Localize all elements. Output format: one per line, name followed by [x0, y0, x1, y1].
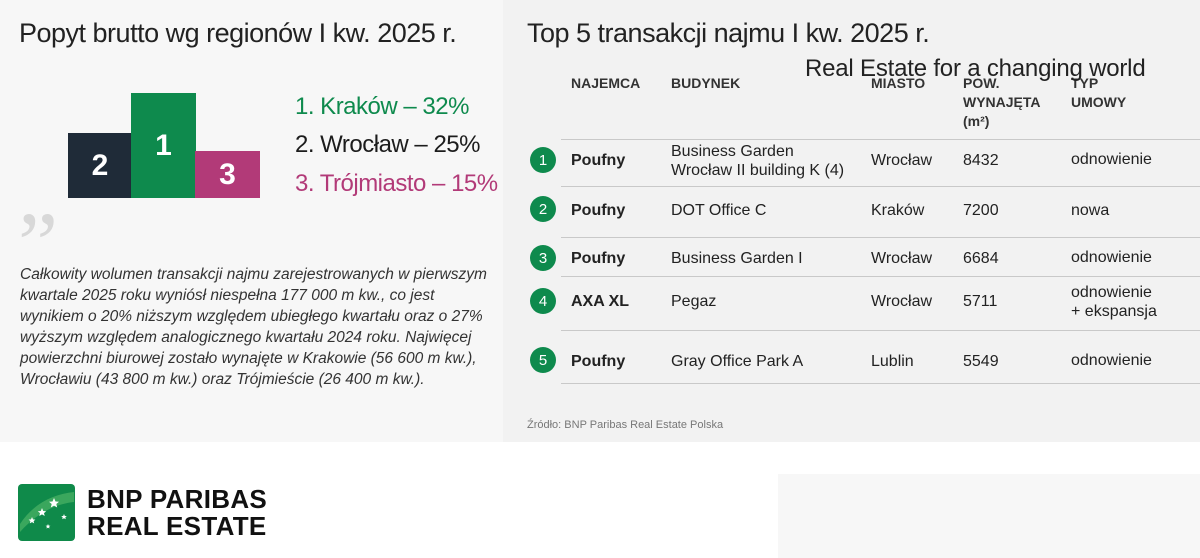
row-divider	[561, 186, 1200, 187]
brand-line1: BNP PARIBAS	[87, 484, 268, 514]
rank-badge: 2	[530, 196, 556, 222]
city-cell: Wrocław	[871, 152, 933, 169]
type-cell: odnowienie	[1071, 352, 1152, 369]
building-cell: Business Garden Wrocław II building K (4…	[671, 142, 861, 180]
row-divider	[561, 276, 1200, 277]
row-divider	[561, 383, 1200, 384]
area-cell: 7200	[963, 202, 999, 219]
podium-first-label: 1	[155, 128, 172, 162]
area-cell: 5711	[963, 293, 998, 310]
regional-demand-panel: Popyt brutto wg regionów I kw. 2025 r. 2…	[0, 0, 503, 442]
city-cell: Wrocław	[871, 293, 933, 310]
podium-second: 2	[68, 133, 132, 198]
brand-line2: REAL ESTATE	[87, 511, 267, 541]
building-cell: Business Garden I	[671, 250, 803, 267]
building-line1: Business Garden	[671, 143, 794, 160]
tagline: Real Estate for a changing world	[805, 55, 1146, 82]
header-type-line2: UMOWY	[1071, 94, 1127, 110]
tenant-cell: AXA XL	[571, 293, 630, 310]
header-area: POW. WYNAJĘTA (m²)	[963, 74, 1053, 131]
podium-first: 1	[131, 93, 196, 198]
source-note: Źródło: BNP Paribas Real Estate Polska	[527, 419, 724, 431]
type-cell: nowa	[1071, 202, 1110, 219]
footer: BNP PARIBAS REAL ESTATE	[0, 442, 1200, 558]
header-building: BUDYNEK	[671, 75, 741, 91]
tenant-cell: Poufny	[571, 353, 626, 370]
top-transactions-panel: Top 5 transakcji najmu I kw. 2025 r. NAJ…	[503, 0, 1200, 442]
building-cell: DOT Office C	[671, 202, 767, 219]
row-divider	[561, 139, 1200, 140]
brand-name: BNP PARIBAS REAL ESTATE	[87, 486, 267, 540]
area-cell: 5549	[963, 353, 999, 370]
header-area-line1: POW.	[963, 75, 1000, 91]
city-cell: Wrocław	[871, 250, 933, 267]
stars-icon	[18, 484, 75, 541]
building-line2: Wrocław II building K (4)	[671, 162, 845, 179]
type-line1: odnowienie	[1071, 284, 1152, 301]
ranking-wroclaw: 2. Wrocław – 25%	[295, 131, 480, 158]
regional-demand-title: Popyt brutto wg regionów I kw. 2025 r.	[19, 18, 457, 48]
city-cell: Lublin	[871, 353, 914, 370]
city-cell: Kraków	[871, 202, 925, 219]
area-cell: 6684	[963, 250, 999, 267]
type-line2: + ekspansja	[1071, 303, 1157, 320]
podium-third-label: 3	[219, 157, 236, 191]
rank-badge: 4	[530, 288, 556, 314]
summary-text: Całkowity wolumen transakcji najmu zarej…	[20, 266, 487, 388]
ranking-krakow: 1. Kraków – 32%	[295, 93, 469, 120]
header-area-line2: WYNAJĘTA	[963, 94, 1041, 110]
tagline-box	[778, 474, 1200, 558]
tenant-cell: Poufny	[571, 202, 626, 219]
tenant-cell: Poufny	[571, 152, 626, 169]
rank-badge: 1	[530, 147, 556, 173]
building-cell: Pegaz	[671, 293, 717, 310]
row-divider	[561, 237, 1200, 238]
header-type-line1: TYP	[1071, 75, 1099, 91]
header-area-line3: (m²)	[963, 113, 990, 129]
type-cell: odnowienie	[1071, 249, 1152, 266]
header-type: TYP UMOWY	[1071, 74, 1161, 112]
top-transactions-title: Top 5 transakcji najmu I kw. 2025 r.	[527, 18, 930, 48]
header-tenant: NAJEMCA	[571, 75, 641, 91]
type-cell: odnowienie	[1071, 151, 1152, 168]
building-cell: Gray Office Park A	[671, 353, 804, 370]
ranking-trojmiasto: 3. Trójmiasto – 15%	[295, 170, 498, 197]
area-cell: 8432	[963, 152, 999, 169]
tenant-cell: Poufny	[571, 250, 626, 267]
row-divider	[561, 330, 1200, 331]
quote-icon: ”	[18, 195, 58, 294]
type-cell: odnowienie + ekspansja	[1071, 283, 1191, 321]
rank-badge: 3	[530, 245, 556, 271]
podium-third: 3	[195, 151, 260, 198]
rank-badge: 5	[530, 347, 556, 373]
podium-second-label: 2	[91, 148, 109, 182]
header-city: MIASTO	[871, 75, 926, 91]
